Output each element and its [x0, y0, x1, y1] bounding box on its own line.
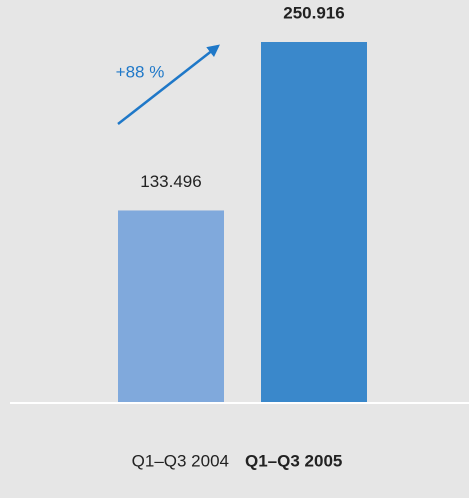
- value-label: 250.916: [283, 3, 344, 22]
- growth-arrow: [117, 44, 220, 125]
- x-tick-label: Q1–Q3 2005: [245, 451, 342, 470]
- growth-annotation: +88 %: [116, 62, 165, 81]
- bar: [118, 210, 224, 402]
- x-tick-label: Q1–Q3 2004: [132, 451, 229, 470]
- value-label: 133.496: [140, 172, 201, 191]
- bar: [261, 42, 367, 402]
